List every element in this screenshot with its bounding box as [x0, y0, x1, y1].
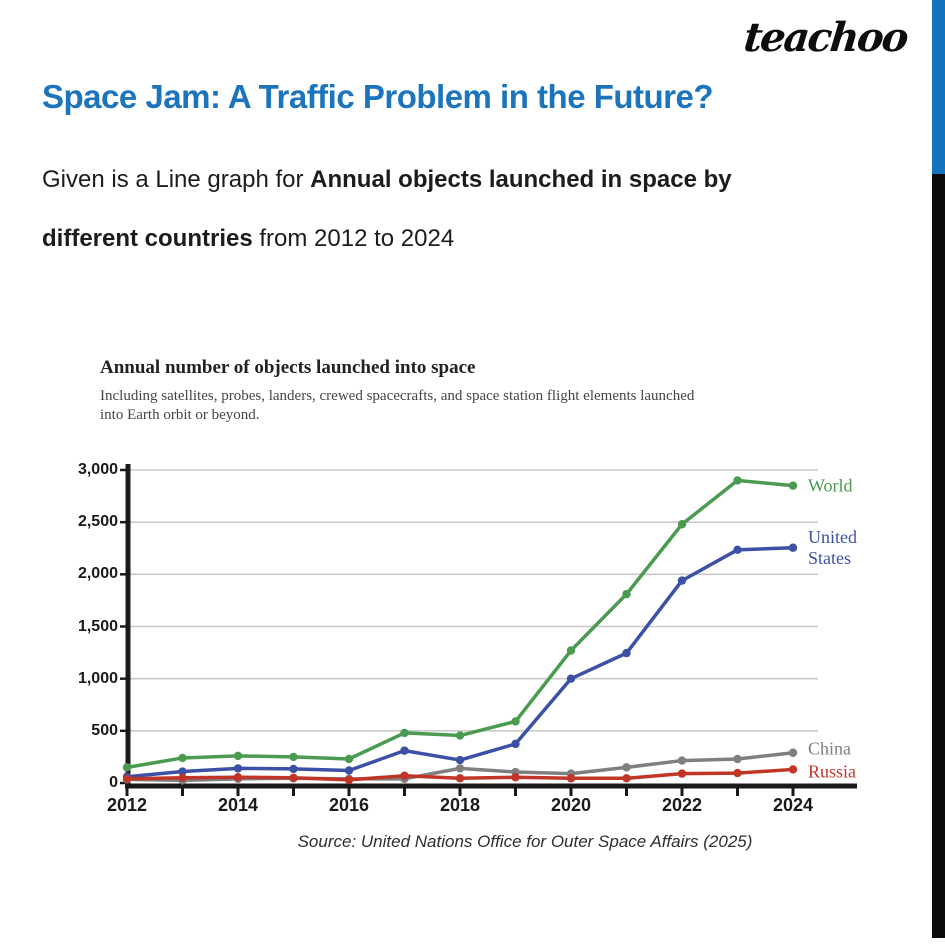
data-point [677, 756, 687, 765]
line-chart: Annual number of objects launched into s… [60, 345, 890, 875]
series-line-world [125, 478, 795, 770]
legend-label-world: World [808, 475, 853, 496]
legend-label-line: States [808, 547, 851, 568]
y-tick-label: 2,000 [77, 565, 118, 583]
data-point [622, 774, 631, 783]
intro-line-2-suffix: from 2012 to 2024 [252, 225, 455, 252]
data-point [566, 774, 576, 783]
data-point [289, 752, 298, 762]
data-point [233, 764, 243, 773]
x-tick-label: 2024 [772, 795, 814, 815]
data-point [622, 648, 631, 658]
intro-line-2-bold: different countries [42, 225, 253, 252]
data-point [511, 773, 520, 782]
series-line-united-states [125, 545, 795, 779]
x-tick-label: 2020 [550, 795, 592, 815]
y-tick-label: 500 [91, 721, 118, 739]
data-point [677, 520, 687, 529]
intro-line-1-normal: Given is a Line graph for [42, 166, 311, 193]
data-point [233, 751, 243, 761]
chart-subtitle-line-1: Including satellites, probes, landers, c… [100, 388, 695, 404]
chart-subtitle-line-2: into Earth orbit or beyond. [100, 407, 260, 423]
data-point [344, 766, 354, 775]
data-point [455, 731, 465, 740]
data-point [455, 774, 465, 783]
teachoo-logo: teachoo [741, 14, 910, 61]
side-accent-bar-black [932, 174, 945, 938]
x-tick-label: 2018 [439, 795, 481, 815]
y-tick-label: 3,000 [77, 461, 118, 478]
data-point [289, 764, 298, 774]
data-point [622, 763, 631, 772]
data-point [289, 773, 298, 782]
data-point [788, 481, 798, 490]
data-point [344, 754, 354, 764]
data-point [733, 476, 742, 485]
intro-text: Given is a Line graph for Annual objects… [42, 166, 822, 284]
data-point [677, 576, 687, 585]
data-point [733, 768, 742, 778]
data-point [566, 646, 576, 655]
data-point [788, 748, 798, 757]
page-title: Space Jam: A Traffic Problem in the Futu… [42, 78, 714, 116]
chart-subtitle: Including satellites, probes, landers, c… [100, 387, 780, 425]
data-point [455, 755, 465, 765]
data-point [400, 771, 409, 780]
data-point [566, 674, 576, 683]
data-point [511, 717, 520, 726]
data-point [788, 765, 798, 774]
data-point [122, 774, 132, 784]
data-point [622, 589, 631, 599]
data-point [178, 753, 187, 763]
data-point [677, 769, 687, 778]
legend-label-line: World [808, 475, 853, 496]
data-point [400, 746, 409, 755]
data-point [178, 767, 187, 776]
chart-canvas [120, 464, 857, 796]
data-point [511, 739, 520, 749]
intro-line-1-bold: Annual objects launched in space by [310, 166, 732, 193]
legend-label-line: Russia [808, 761, 857, 782]
data-point [122, 763, 132, 772]
legend-label-line: China [808, 738, 851, 759]
intro-line-2: different countries from 2012 to 2024 [42, 225, 822, 252]
legend-label-china: China [808, 738, 851, 759]
legend-label-russia: Russia [808, 762, 856, 783]
y-tick-label: 0 [109, 774, 118, 791]
intro-line-1: Given is a Line graph for Annual objects… [42, 166, 822, 193]
data-point [233, 773, 243, 782]
chart-title: Annual number of objects launched into s… [100, 357, 476, 378]
side-accent-bar-blue [932, 0, 945, 174]
legend-label-line: United [808, 526, 857, 547]
x-tick-label: 2022 [661, 795, 703, 815]
y-tick-label: 1,000 [77, 669, 118, 687]
data-point [733, 754, 742, 764]
chart-source: Source: United Nations Office for Outer … [297, 832, 753, 851]
data-point [788, 543, 798, 552]
data-point [455, 764, 465, 773]
legend-label-united-states: United States [808, 527, 857, 569]
y-tick-label: 2,500 [77, 513, 118, 531]
data-point [733, 545, 742, 555]
x-tick-label: 2012 [106, 795, 148, 815]
data-point [400, 728, 409, 738]
y-tick-label: 1,500 [77, 617, 118, 635]
data-point [344, 775, 354, 785]
x-tick-label: 2016 [328, 795, 370, 815]
data-point [178, 773, 187, 782]
x-tick-label: 2014 [217, 795, 259, 815]
